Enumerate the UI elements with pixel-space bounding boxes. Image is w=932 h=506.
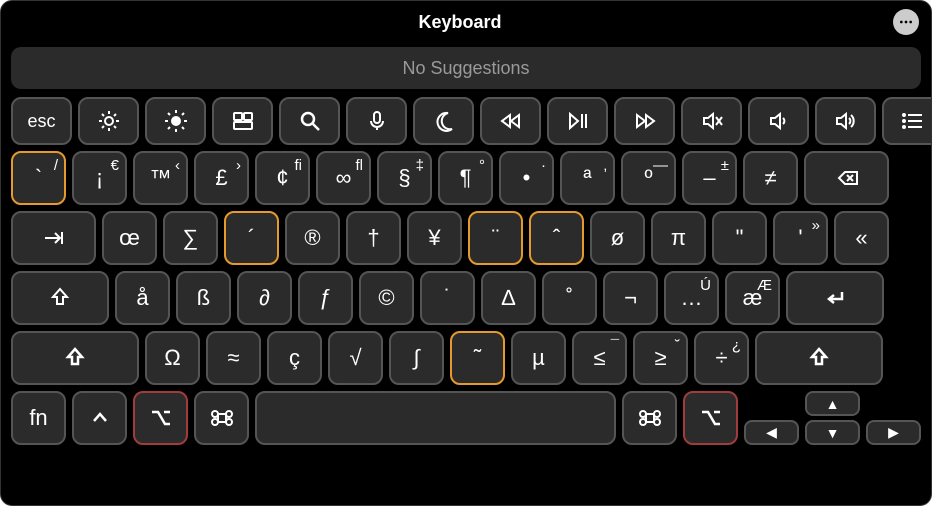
- key-cmd[interactable]: [622, 391, 677, 445]
- fn-rw[interactable]: [480, 97, 541, 145]
- key-`[interactable]: /`: [11, 151, 66, 205]
- fn-esc[interactable]: esc: [11, 97, 72, 145]
- key-¨[interactable]: ¨: [468, 211, 523, 265]
- row-1: /`€¡‹™›£fi¢fl∞‡§°¶·•‚ª—º±–≠: [11, 151, 921, 205]
- key-≠[interactable]: ≠: [743, 151, 798, 205]
- key-˜[interactable]: ˜: [450, 331, 505, 385]
- keyboard-window: Keyboard No Suggestions esc /`€¡‹™›£fi¢f…: [0, 0, 932, 506]
- fn-dim[interactable]: [78, 97, 139, 145]
- key-Ω[interactable]: Ω: [145, 331, 200, 385]
- titlebar: Keyboard: [1, 1, 931, 43]
- key-'[interactable]: »': [773, 211, 828, 265]
- key-÷[interactable]: ¿÷: [694, 331, 749, 385]
- row-2: œ∑´®†¥¨ˆøπ"»'«: [11, 211, 921, 265]
- fn-mission[interactable]: [212, 97, 273, 145]
- key-shift[interactable]: [11, 331, 139, 385]
- arrow-cluster: ▲ ◀▼▶: [744, 391, 921, 445]
- key-®[interactable]: ®: [285, 211, 340, 265]
- more-icon[interactable]: [893, 9, 919, 35]
- fn-ff[interactable]: [614, 97, 675, 145]
- key-∫[interactable]: ∫: [389, 331, 444, 385]
- window-title: Keyboard: [418, 12, 501, 33]
- key-fn[interactable]: fn: [11, 391, 66, 445]
- function-row: esc: [11, 97, 921, 145]
- key-¥[interactable]: ¥: [407, 211, 462, 265]
- key-√[interactable]: √: [328, 331, 383, 385]
- key-space[interactable]: [255, 391, 616, 445]
- key-∆[interactable]: ∆: [481, 271, 536, 325]
- key-ƒ[interactable]: ƒ: [298, 271, 353, 325]
- key-™[interactable]: ‹™: [133, 151, 188, 205]
- arrow-left[interactable]: ◀: [744, 420, 799, 445]
- key-œ[interactable]: œ: [102, 211, 157, 265]
- key-–[interactable]: ±–: [682, 151, 737, 205]
- key-option[interactable]: [133, 391, 188, 445]
- key-tab[interactable]: [11, 211, 96, 265]
- arrow-down[interactable]: ▼: [805, 420, 860, 445]
- fn-mute[interactable]: [681, 97, 742, 145]
- fn-pp[interactable]: [547, 97, 608, 145]
- row-3: åß∂ƒ©˙∆˚¬Ú…Ææ: [11, 271, 921, 325]
- keyboard-rows: esc /`€¡‹™›£fi¢fl∞‡§°¶·•‚ª—º±–≠ œ∑´®†¥¨ˆ…: [1, 97, 931, 505]
- key-•[interactable]: ·•: [499, 151, 554, 205]
- key-[interactable]: ": [712, 211, 767, 265]
- key-≥[interactable]: ˘≥: [633, 331, 688, 385]
- fn-mic[interactable]: [346, 97, 407, 145]
- fn-list[interactable]: [882, 97, 932, 145]
- key-£[interactable]: ›£: [194, 151, 249, 205]
- fn-voldown[interactable]: [748, 97, 809, 145]
- key-≤[interactable]: ¯≤: [572, 331, 627, 385]
- row-4: Ω≈ç√∫˜µ¯≤˘≥¿÷: [11, 331, 921, 385]
- key-ª[interactable]: ‚ª: [560, 151, 615, 205]
- key-∑[interactable]: ∑: [163, 211, 218, 265]
- key-cmd[interactable]: [194, 391, 249, 445]
- key-shift[interactable]: [755, 331, 883, 385]
- fn-dnd[interactable]: [413, 97, 474, 145]
- key-º[interactable]: —º: [621, 151, 676, 205]
- key-¶[interactable]: °¶: [438, 151, 493, 205]
- key-ß[interactable]: ß: [176, 271, 231, 325]
- key-ctrl[interactable]: [72, 391, 127, 445]
- key-≈[interactable]: ≈: [206, 331, 261, 385]
- key-return[interactable]: [786, 271, 884, 325]
- key-«[interactable]: «: [834, 211, 889, 265]
- key-¬[interactable]: ¬: [603, 271, 658, 325]
- key-†[interactable]: †: [346, 211, 401, 265]
- key-æ[interactable]: Ææ: [725, 271, 780, 325]
- key-§[interactable]: ‡§: [377, 151, 432, 205]
- key-µ[interactable]: µ: [511, 331, 566, 385]
- key-ç[interactable]: ç: [267, 331, 322, 385]
- key-©[interactable]: ©: [359, 271, 414, 325]
- key-ø[interactable]: ø: [590, 211, 645, 265]
- key-∂[interactable]: ∂: [237, 271, 292, 325]
- key-¡[interactable]: €¡: [72, 151, 127, 205]
- key-∞[interactable]: fl∞: [316, 151, 371, 205]
- row-5: fn ▲ ◀▼▶: [11, 391, 921, 445]
- key-˙[interactable]: ˙: [420, 271, 475, 325]
- key-…[interactable]: Ú…: [664, 271, 719, 325]
- key-˚[interactable]: ˚: [542, 271, 597, 325]
- key-å[interactable]: å: [115, 271, 170, 325]
- key-shift-hollow[interactable]: [11, 271, 109, 325]
- key-ˆ[interactable]: ˆ: [529, 211, 584, 265]
- key-option[interactable]: [683, 391, 738, 445]
- arrow-right[interactable]: ▶: [866, 420, 921, 445]
- suggestions-bar[interactable]: No Suggestions: [11, 47, 921, 89]
- key-¢[interactable]: fi¢: [255, 151, 310, 205]
- key-´[interactable]: ´: [224, 211, 279, 265]
- fn-bright[interactable]: [145, 97, 206, 145]
- fn-volup[interactable]: [815, 97, 876, 145]
- arrow-up[interactable]: ▲: [805, 391, 860, 416]
- key-backspace[interactable]: [804, 151, 889, 205]
- fn-spotlight[interactable]: [279, 97, 340, 145]
- key-π[interactable]: π: [651, 211, 706, 265]
